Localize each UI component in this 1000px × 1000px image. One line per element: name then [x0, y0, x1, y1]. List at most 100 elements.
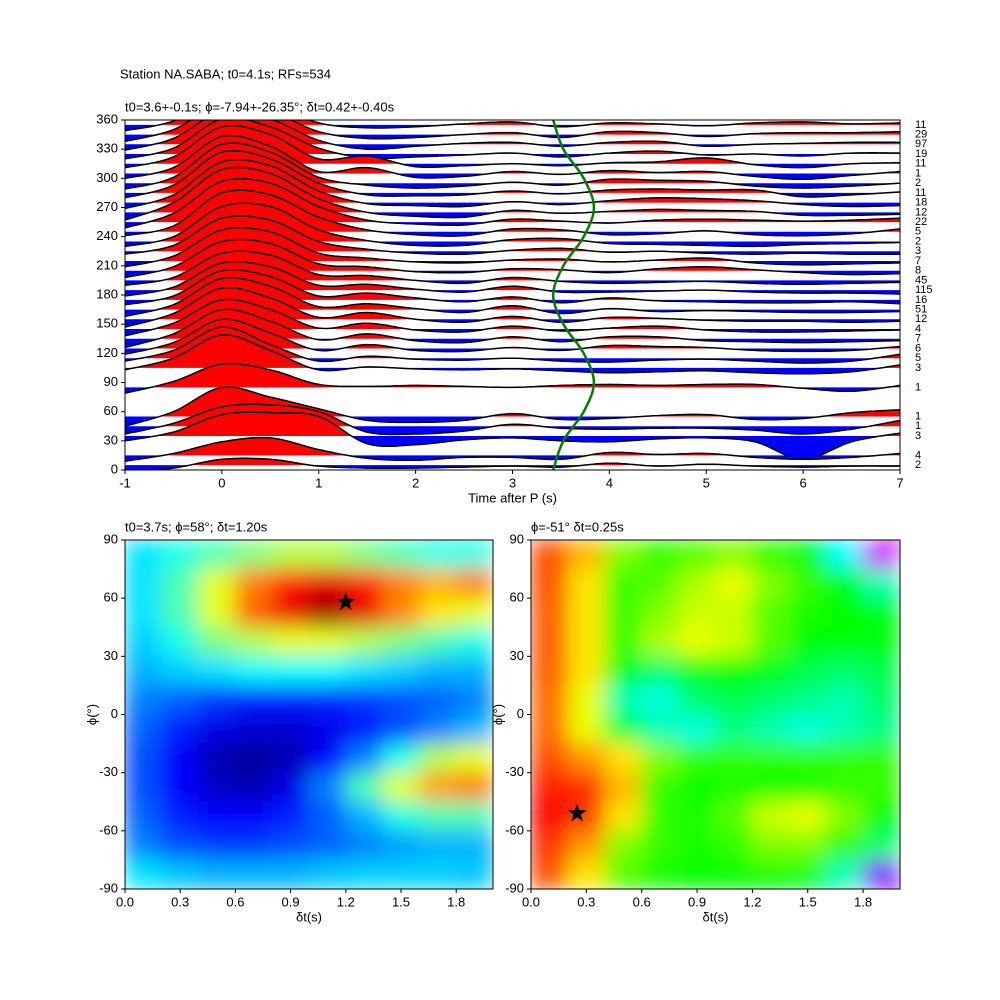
- heatmap-cell: [271, 801, 310, 832]
- heatmap-cell: [678, 684, 716, 715]
- figure-title: Station NA.SABA; t0=4.1s; RFs=534: [120, 66, 331, 81]
- y-tick-label: 270: [96, 199, 118, 214]
- heatmap-cell: [567, 714, 606, 745]
- trace: [125, 334, 900, 375]
- heatmap-cell: [418, 772, 457, 803]
- heatmap-cell: [641, 597, 680, 628]
- y-tick-label: 30: [104, 648, 118, 663]
- heatmap-cell: [825, 568, 864, 599]
- count-label: 22: [915, 216, 927, 228]
- heatmap-cell: [382, 655, 420, 686]
- heatmap-cell: [862, 655, 900, 686]
- axes-title: t0=3.7s; ϕ=58°; δt=1.20s: [125, 519, 268, 534]
- heatmap-cell: [678, 859, 716, 889]
- heatmap-cell: [198, 743, 236, 774]
- y-tick-label: -60: [99, 822, 118, 837]
- heatmap-cell: [604, 772, 643, 803]
- heatmap-cell: [455, 568, 493, 599]
- heatmap-cell: [455, 684, 493, 715]
- heatmap-cell: [125, 568, 163, 599]
- heatmap-cell: [161, 655, 200, 686]
- heatmap-cell: [345, 684, 384, 715]
- heatmap-cell: [125, 830, 163, 861]
- trace: [125, 120, 900, 143]
- heatmap-cell: [567, 540, 606, 570]
- heatmap-cell: [715, 859, 753, 889]
- heatmap-cell: [531, 568, 569, 599]
- heatmap-cell: [567, 568, 606, 599]
- heatmap-cell: [418, 626, 457, 657]
- trace: [125, 142, 900, 190]
- heatmap-cell: [751, 743, 790, 774]
- heatmap-cell: [862, 714, 900, 745]
- negative-fill: [125, 260, 900, 267]
- count-label: 16: [915, 294, 927, 306]
- negative-fill: [125, 358, 900, 364]
- heatmap-cell: [382, 830, 420, 861]
- trace: [142, 457, 900, 470]
- heatmap-cell: [604, 714, 643, 745]
- heatmap-cell: [751, 655, 790, 686]
- heatmap-cell: [161, 597, 200, 628]
- heatmap-cell: [862, 859, 900, 889]
- heatmap-cell: [382, 859, 420, 889]
- heatmap-cell: [862, 540, 900, 570]
- count-label: 11: [915, 158, 926, 170]
- x-tick-label: 0.3: [171, 894, 189, 909]
- heatmap-cell: [234, 714, 273, 745]
- count-label: 19: [915, 148, 927, 160]
- x-tick-label: 6: [800, 475, 807, 490]
- heatmap-cell: [418, 540, 457, 570]
- heatmap-cell: [161, 830, 200, 861]
- heatmap-cell: [604, 597, 643, 628]
- fast-axis-curve: [551, 120, 596, 470]
- negative-fill: [125, 202, 900, 209]
- heatmap-cell: [234, 655, 273, 686]
- y-tick-label: 150: [96, 316, 118, 331]
- x-tick-label: 7: [896, 475, 903, 490]
- positive-fill: [125, 159, 900, 203]
- heatmap-cell: [161, 743, 200, 774]
- heatmap-cell: [567, 743, 606, 774]
- heatmap-cell: [125, 772, 163, 803]
- x-tick-label: 2: [412, 475, 419, 490]
- heatmap-cell: [198, 801, 236, 832]
- negative-fill: [125, 329, 900, 336]
- heatmap-cell: [382, 743, 420, 774]
- y-tick-label: 60: [104, 403, 118, 418]
- heatmap-cell: [308, 801, 347, 832]
- count-label: 1: [915, 410, 921, 422]
- heatmap-cell: [641, 568, 680, 599]
- trace: [125, 326, 900, 364]
- heatmap-cell: [271, 597, 310, 628]
- x-tick-label: 0.9: [282, 894, 300, 909]
- heatmap-cell: [345, 540, 384, 570]
- count-label: 11: [915, 187, 926, 199]
- heatmap-cell: [862, 830, 900, 861]
- heatmap-cell: [567, 859, 606, 889]
- heatmap-cell: [604, 859, 643, 889]
- positive-fill: [125, 190, 900, 232]
- positive-fill: [125, 178, 900, 223]
- x-tick-label: 1.5: [392, 894, 410, 909]
- heatmap-cell: [604, 568, 643, 599]
- heatmap-cell: [788, 859, 827, 889]
- negative-fill: [125, 435, 900, 460]
- heatmap-cell: [715, 714, 753, 745]
- heatmap-cell: [198, 568, 236, 599]
- heatmap-cell: [825, 859, 864, 889]
- heatmap-cell: [715, 568, 753, 599]
- count-label: 12: [915, 313, 927, 325]
- heatmap-cell: [198, 540, 236, 570]
- y-tick-label: 90: [104, 531, 118, 546]
- count-label: 7: [915, 255, 921, 267]
- heatmap-cell: [715, 655, 753, 686]
- y-tick-label: 90: [510, 531, 524, 546]
- heatmap-cell: [531, 626, 569, 657]
- count-label: 45: [915, 274, 927, 286]
- x-axis-label: δt(s): [296, 909, 322, 924]
- heatmap-cell: [125, 684, 163, 715]
- heatmap-cell: [641, 684, 680, 715]
- trace: [125, 215, 900, 256]
